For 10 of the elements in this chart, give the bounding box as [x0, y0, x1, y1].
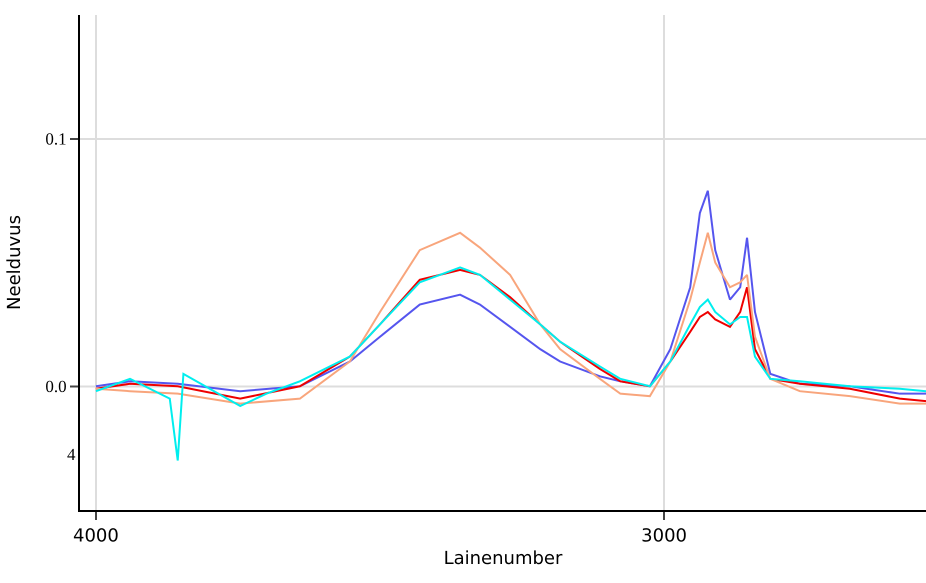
y-tick-label: 0.0: [45, 377, 67, 396]
line-series: [94, 190, 926, 395]
line-series: [94, 266, 926, 462]
x-axis-title: Lainenumber: [444, 548, 563, 570]
text: 4: [67, 445, 76, 464]
x-tick-label: 3000: [641, 526, 687, 547]
y-axis-title: Neelduvus: [4, 215, 26, 310]
x-tick-label: 4000: [73, 526, 119, 547]
y-tick-label: 0.1: [45, 130, 67, 149]
line-series: [94, 232, 926, 405]
